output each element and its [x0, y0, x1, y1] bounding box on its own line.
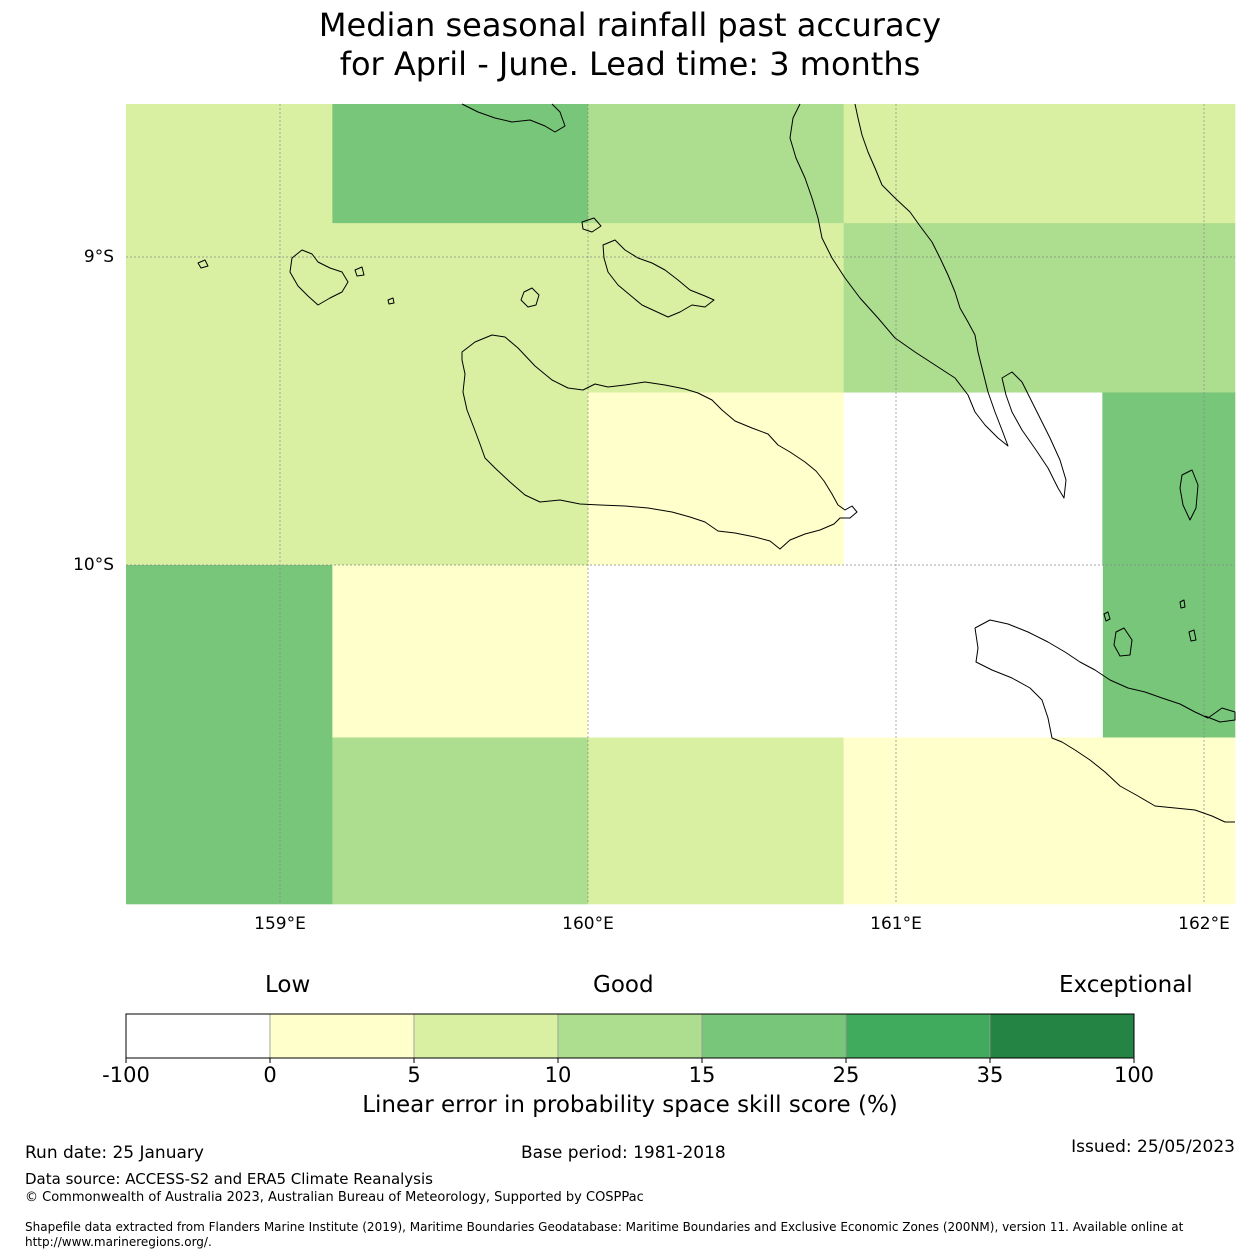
skill-cell	[332, 104, 589, 224]
skill-cell	[126, 223, 845, 394]
skill-grid	[126, 104, 1236, 905]
lon-label-162e: 162°E	[1178, 914, 1230, 934]
lon-label-160e: 160°E	[562, 914, 614, 934]
skill-cell	[843, 223, 1236, 394]
issued-date: Issued: 25/05/2023	[1071, 1137, 1235, 1157]
colorbar-category-exceptional: Exceptional	[1059, 972, 1193, 998]
colorbar	[125, 1013, 1135, 1059]
skill-cell	[332, 737, 589, 905]
colorbar-category-low: Low	[265, 972, 311, 998]
coastline-small-malaita	[1001, 371, 1067, 499]
skill-cell	[1102, 392, 1236, 738]
colorbar-ticks: -100 0 5 10 15 25 35 100	[102, 1058, 1154, 1087]
skill-cell	[588, 392, 845, 566]
coastline-russell-small-1	[197, 259, 209, 269]
colorbar-tick-label: 0	[263, 1063, 276, 1087]
colorbar-tick-label: 25	[833, 1063, 860, 1087]
lat-label-10s: 10°S	[73, 555, 114, 575]
coastline-nggela	[602, 239, 715, 318]
skill-cell	[588, 104, 845, 224]
skill-cell	[126, 392, 589, 566]
coastline-islet-3	[1188, 629, 1197, 642]
colorbar-bin	[269, 1013, 415, 1059]
skill-cell	[332, 565, 589, 738]
coastlines	[197, 103, 1236, 823]
skill-cell	[843, 392, 1103, 566]
colorbar-tick-label: 5	[407, 1063, 420, 1087]
base-period: Base period: 1981-2018	[521, 1143, 726, 1163]
skill-cell	[588, 737, 845, 905]
skill-cell	[126, 565, 333, 905]
colorbar-outline	[125, 1013, 1135, 1059]
graticule	[126, 104, 1235, 904]
coastline-russell	[289, 249, 349, 306]
colorbar-axis-label: Linear error in probability space skill …	[362, 1092, 898, 1118]
map-figure: 9°S 10°S 159°E 160°E 161°E 162°E -100 0 5 1…	[73, 103, 1236, 1087]
lat-label-9s: 9°S	[84, 247, 114, 267]
colorbar-tick-label: 15	[689, 1063, 716, 1087]
coastline-santa-isabel	[461, 103, 566, 133]
colorbar-bin	[701, 1013, 847, 1059]
skill-cell	[126, 104, 333, 224]
shapefile-credit: Shapefile data extracted from Flanders M…	[25, 1220, 1184, 1249]
colorbar-tick-label: -100	[102, 1063, 150, 1087]
data-source: Data source: ACCESS-S2 and ERA5 Climate …	[25, 1170, 433, 1188]
colorbar-tick-label: 100	[1114, 1063, 1154, 1087]
run-date: Run date: 25 January	[25, 1143, 204, 1163]
map-title-line-2: for April - June. Lead time: 3 months	[339, 45, 921, 83]
coastline-nggela-north	[581, 217, 602, 233]
skill-cell	[588, 565, 1103, 738]
colorbar-category-good: Good	[593, 972, 654, 998]
colorbar-bin	[557, 1013, 703, 1059]
colorbar-bin	[413, 1013, 559, 1059]
coastline-malaita	[789, 103, 1009, 447]
coastline-makira-west	[974, 627, 1235, 823]
coastline-guadalcanal	[461, 334, 858, 550]
coastline-makira	[974, 619, 1236, 723]
coastline-islet-2	[1179, 599, 1186, 609]
copyright-notice: © Commonwealth of Australia 2023, Austra…	[25, 1190, 644, 1205]
colorbar-bin	[989, 1013, 1135, 1059]
coastline-savo	[520, 287, 540, 308]
skill-cell	[843, 104, 1236, 224]
coastline-uki	[1113, 627, 1133, 657]
coastline-ulawa	[1179, 469, 1199, 521]
coastline-islet-1	[1103, 611, 1111, 622]
map-title-line-1: Median seasonal rainfall past accuracy	[318, 6, 942, 44]
colorbar-tick-label: 35	[977, 1063, 1004, 1087]
colorbar-tick-label: 10	[545, 1063, 572, 1087]
colorbar-bin	[845, 1013, 991, 1059]
colorbar-bin	[125, 1013, 271, 1059]
skill-cell	[843, 737, 1236, 905]
lon-label-161e: 161°E	[870, 914, 922, 934]
coastline-russell-small-2	[354, 266, 365, 277]
lon-label-159e: 159°E	[254, 914, 306, 934]
coastline-russell-small-3	[387, 297, 395, 305]
